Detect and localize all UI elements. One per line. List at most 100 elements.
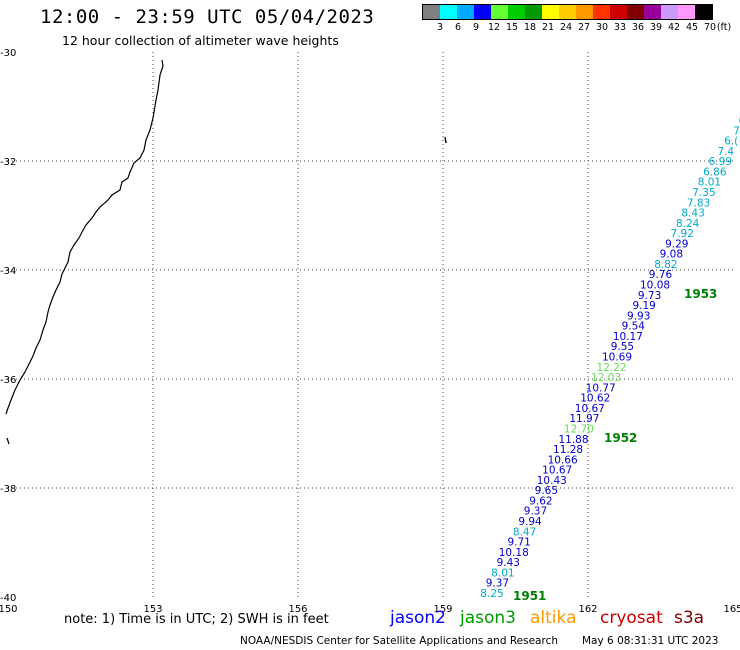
legend-label: 6 (454, 22, 462, 33)
pass-time-label: 1951 (513, 589, 546, 603)
legend-swatch (491, 5, 508, 19)
wave-height-label: 9.65 (535, 485, 558, 497)
lat-tick-label: -40 (0, 593, 16, 604)
legend-label: 24 (559, 22, 573, 33)
satellite-jason3: jason3 (460, 608, 516, 628)
lat-tick-label: -34 (0, 266, 16, 277)
wave-height-label: 8.43 (681, 208, 704, 220)
legend-label: 70 (703, 22, 717, 33)
wave-height-label: 6.99 (709, 156, 732, 168)
lon-tick-label: 156 (288, 604, 307, 615)
satellite-jason2: jason2 (390, 608, 446, 628)
wave-height-label: 9.73 (638, 290, 661, 302)
wave-height-label: 9.71 (507, 537, 530, 549)
wave-height-label: 7.35 (692, 187, 715, 199)
legend-label: 18 (523, 22, 537, 33)
legend-swatch (457, 5, 474, 19)
legend-label: 15 (505, 22, 519, 33)
legend-label: 39 (649, 22, 663, 33)
legend-labels: 3 6 9 12 15 18 21 24 27 30 33 36 39 42 45 70 (ft) (422, 20, 731, 34)
wave-height-label: 10.08 (640, 280, 670, 292)
wave-height-label: 9.93 (627, 310, 650, 322)
wave-height-label: 8.47 (513, 526, 536, 538)
wave-height-label: 9.37 (524, 506, 547, 518)
satellite-cryosat: cryosat (600, 608, 663, 628)
wave-height-label: 6.( (724, 136, 738, 148)
legend-swatch (661, 5, 678, 19)
wave-height-label: 11.97 (569, 413, 599, 425)
legend-swatch (525, 5, 542, 19)
legend-label: 21 (541, 22, 555, 33)
lat-tick-label: -32 (0, 157, 16, 168)
footer-note: note: 1) Time is in UTC; 2) SWH is in fe… (64, 612, 329, 627)
wave-height-label: 7 (733, 125, 740, 137)
pass-labels: 1953 1952 1951 (513, 287, 717, 603)
wave-height-label: 9.19 (632, 300, 655, 312)
axis-labels: 150 153 156 159 162 165 -30 -32 -34 -36 -38 -40 (0, 48, 740, 615)
coastline (5, 59, 164, 415)
lat-tick-label: -38 (0, 484, 16, 495)
pass-time-label: 1952 (604, 431, 637, 445)
wave-height-label: 8.01 (491, 567, 514, 579)
wave-height-label: 12.22 (597, 362, 627, 374)
wave-height-label: 9.43 (497, 557, 520, 569)
wave-height-label: 9.94 (518, 516, 542, 528)
footer-timestamp: May 6 08:31:31 UTC 2023 (582, 635, 719, 647)
legend-swatch (542, 5, 559, 19)
legend-swatch (474, 5, 491, 19)
lat-tick-label: -36 (0, 375, 16, 386)
wave-height-label: 9.37 (486, 578, 509, 590)
lon-tick-label: 165 (723, 604, 740, 615)
legend-label: 3 (436, 22, 444, 33)
lon-tick-label: 150 (0, 604, 18, 615)
wave-height-label: 10.66 (548, 454, 578, 466)
wave-height-label: 10.62 (580, 393, 610, 405)
coastline-fragment (6, 437, 10, 445)
wave-height-label: 9.29 (665, 238, 688, 250)
wave-height-label: 9.54 (622, 321, 646, 333)
wave-height-label: 12.70 (564, 423, 594, 435)
wave-height-label: 8.82 (654, 259, 677, 271)
legend-label: 12 (487, 22, 501, 33)
legend-swatch (576, 5, 593, 19)
legend-swatch (508, 5, 525, 19)
wave-height-label: 7.4 (717, 146, 734, 158)
color-legend: 3 6 9 12 15 18 21 24 27 30 33 36 39 42 45 70 (ft) (422, 4, 731, 34)
wave-height-label: 11.28 (553, 444, 583, 456)
satellite-altika: altika (530, 608, 577, 628)
lon-tick-label: 153 (143, 604, 162, 615)
wave-height-label: 9.62 (529, 495, 552, 507)
pass-time-label: 1953 (684, 287, 717, 301)
legend-swatch (695, 5, 712, 19)
wave-height-label: 6 (739, 115, 740, 127)
footer-credit: NOAA/NESDIS Center for Satellite Applica… (240, 635, 558, 647)
wave-height-label: 10.43 (537, 475, 567, 487)
wave-height-label: 6.86 (703, 166, 727, 178)
wave-height-label: 7.83 (687, 197, 710, 209)
legend-swatch (610, 5, 627, 19)
legend-swatch (678, 5, 695, 19)
wave-height-labels: 676.(7.46.996.868.017.357.838.438.247.92… (480, 115, 740, 600)
wave-height-label: 10.18 (499, 547, 529, 559)
wave-height-label: 10.67 (575, 403, 605, 415)
legend-swatch (593, 5, 610, 19)
wave-height-label: 10.77 (586, 382, 616, 394)
legend-label: 42 (667, 22, 681, 33)
legend-unit: (ft) (716, 22, 732, 33)
lon-tick-label: 162 (578, 604, 597, 615)
lon-tick-label: 159 (433, 604, 452, 615)
wave-height-label: 12.03 (591, 372, 621, 384)
wave-height-label: 8.24 (676, 218, 700, 230)
legend-label: 33 (613, 22, 627, 33)
wave-height-label: 10.17 (613, 331, 643, 343)
wave-height-label: 10.69 (602, 352, 632, 364)
coastline-island (444, 136, 447, 144)
wave-height-label: 11.88 (558, 434, 588, 446)
legend-label: 36 (631, 22, 645, 33)
legend-label: 9 (472, 22, 480, 33)
legend-swatch (440, 5, 457, 19)
wave-height-label: 9.55 (611, 341, 634, 353)
legend-label: 45 (685, 22, 699, 33)
legend-swatches (422, 4, 713, 20)
